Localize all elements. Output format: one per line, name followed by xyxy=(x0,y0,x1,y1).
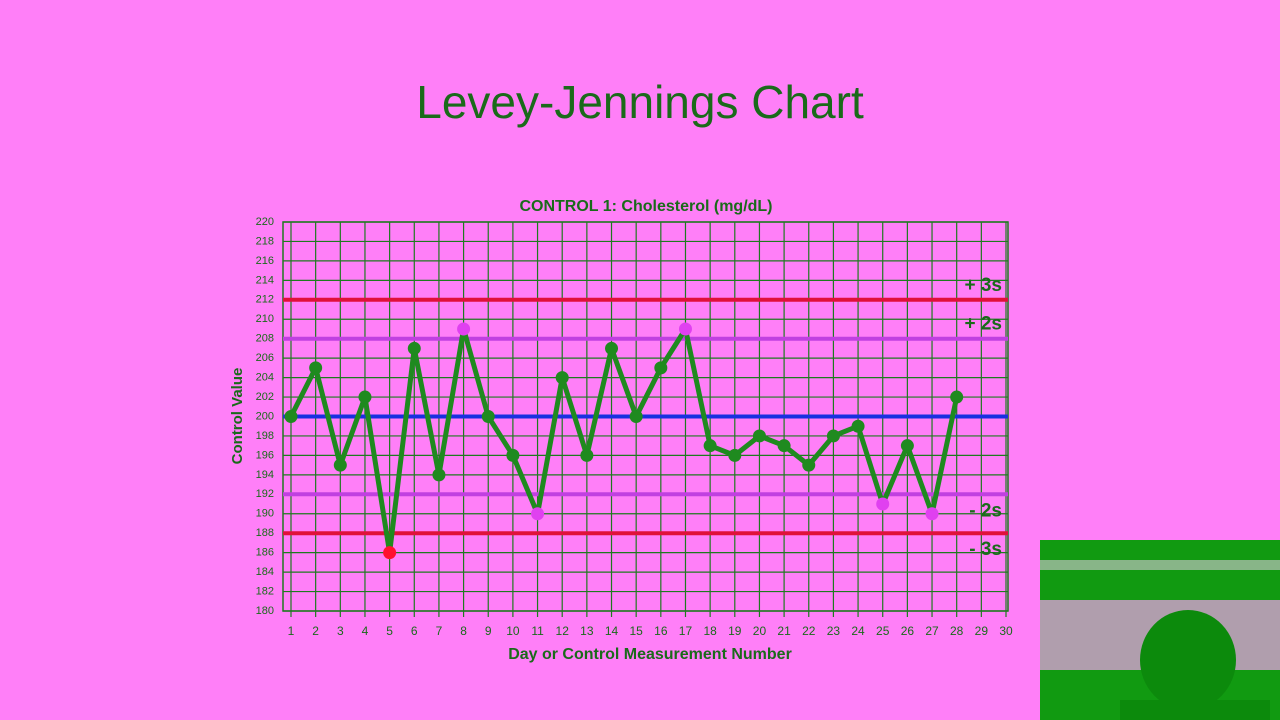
data-point xyxy=(876,497,890,511)
webcam-overlay xyxy=(1040,540,1280,720)
y-tick-label: 184 xyxy=(256,566,274,578)
control-limit-label: - 3s xyxy=(969,539,1002,560)
control-limit-label: - 2s xyxy=(969,500,1002,521)
data-point xyxy=(950,390,964,404)
y-tick-label: 200 xyxy=(256,410,274,422)
y-tick-label: 202 xyxy=(256,391,274,403)
y-tick-label: 180 xyxy=(256,605,274,617)
x-tick-label: 12 xyxy=(556,624,570,638)
data-point xyxy=(383,546,397,560)
data-point xyxy=(531,507,545,521)
x-tick-label: 22 xyxy=(802,624,816,638)
x-tick-label: 23 xyxy=(827,624,841,638)
data-point xyxy=(407,341,421,355)
chart-title: CONTROL 1: Cholesterol (mg/dL) xyxy=(519,198,772,215)
x-tick-label: 14 xyxy=(605,624,619,638)
x-tick-label: 27 xyxy=(925,624,939,638)
data-point xyxy=(481,410,495,423)
y-tick-label: 190 xyxy=(256,508,274,520)
data-point xyxy=(703,439,717,453)
data-point xyxy=(555,371,569,385)
x-tick-label: 10 xyxy=(506,624,520,638)
data-point xyxy=(309,361,323,375)
y-tick-label: 218 xyxy=(256,235,274,247)
y-tick-label: 212 xyxy=(256,294,274,306)
x-tick-label: 24 xyxy=(851,624,865,638)
y-tick-label: 192 xyxy=(256,488,274,500)
y-tick-label: 206 xyxy=(256,352,274,364)
data-point xyxy=(777,439,791,453)
y-tick-label: 186 xyxy=(256,547,274,559)
y-tick-label: 210 xyxy=(256,313,274,325)
y-tick-label: 198 xyxy=(256,430,274,442)
x-tick-label: 3 xyxy=(337,624,344,638)
data-point xyxy=(925,507,939,521)
data-point xyxy=(728,448,742,462)
x-tick-label: 19 xyxy=(728,624,742,638)
x-tick-label: 28 xyxy=(950,624,964,638)
x-tick-label: 5 xyxy=(386,624,393,638)
x-tick-label: 7 xyxy=(436,624,443,638)
y-tick-label: 194 xyxy=(256,469,274,481)
webcam-head xyxy=(1140,610,1236,710)
x-tick-label: 15 xyxy=(629,624,643,638)
y-tick-label: 182 xyxy=(256,585,274,597)
data-point xyxy=(333,458,347,472)
x-tick-label: 18 xyxy=(703,624,717,638)
webcam-glare xyxy=(1040,560,1280,570)
x-tick-label: 30 xyxy=(999,624,1013,638)
data-point xyxy=(654,361,668,375)
y-tick-label: 214 xyxy=(256,274,274,286)
data-point xyxy=(629,410,643,423)
x-tick-label: 1 xyxy=(288,624,295,638)
y-tick-label: 220 xyxy=(256,216,274,228)
y-tick-label: 216 xyxy=(256,255,274,267)
x-tick-label: 2 xyxy=(312,624,319,638)
data-point xyxy=(580,448,594,462)
x-tick-label: 16 xyxy=(654,624,668,638)
y-tick-label: 208 xyxy=(256,333,274,345)
data-point xyxy=(358,390,372,404)
slide-title: Levey-Jennings Chart xyxy=(416,76,864,128)
x-tick-label: 20 xyxy=(753,624,767,638)
y-axis-label: Control Value xyxy=(229,368,246,465)
x-tick-label: 13 xyxy=(580,624,594,638)
control-limit-label: + 2s xyxy=(964,314,1002,335)
webcam-shoulders xyxy=(1120,700,1270,720)
data-point xyxy=(284,410,298,423)
data-point xyxy=(457,322,471,336)
data-point xyxy=(900,439,914,453)
x-tick-label: 21 xyxy=(777,624,791,638)
x-tick-label: 9 xyxy=(485,624,492,638)
x-axis-label: Day or Control Measurement Number xyxy=(508,646,792,663)
y-tick-label: 196 xyxy=(256,449,274,461)
x-tick-label: 29 xyxy=(975,624,989,638)
x-tick-label: 8 xyxy=(460,624,467,638)
control-limit-label: + 3s xyxy=(964,275,1002,296)
data-point xyxy=(678,322,692,336)
x-tick-label: 4 xyxy=(362,624,369,638)
y-tick-label: 188 xyxy=(256,527,274,539)
data-point xyxy=(752,429,766,443)
y-tick-label: 204 xyxy=(256,372,274,384)
x-tick-label: 6 xyxy=(411,624,418,638)
x-tick-label: 11 xyxy=(531,624,544,638)
data-point xyxy=(851,419,865,433)
x-tick-label: 17 xyxy=(679,624,693,638)
data-point xyxy=(826,429,840,443)
data-point xyxy=(605,341,619,355)
x-tick-label: 25 xyxy=(876,624,890,638)
data-point xyxy=(802,458,816,472)
data-line xyxy=(288,326,960,556)
x-tick-label: 26 xyxy=(901,624,915,638)
data-point xyxy=(432,468,446,482)
data-point xyxy=(506,448,520,462)
